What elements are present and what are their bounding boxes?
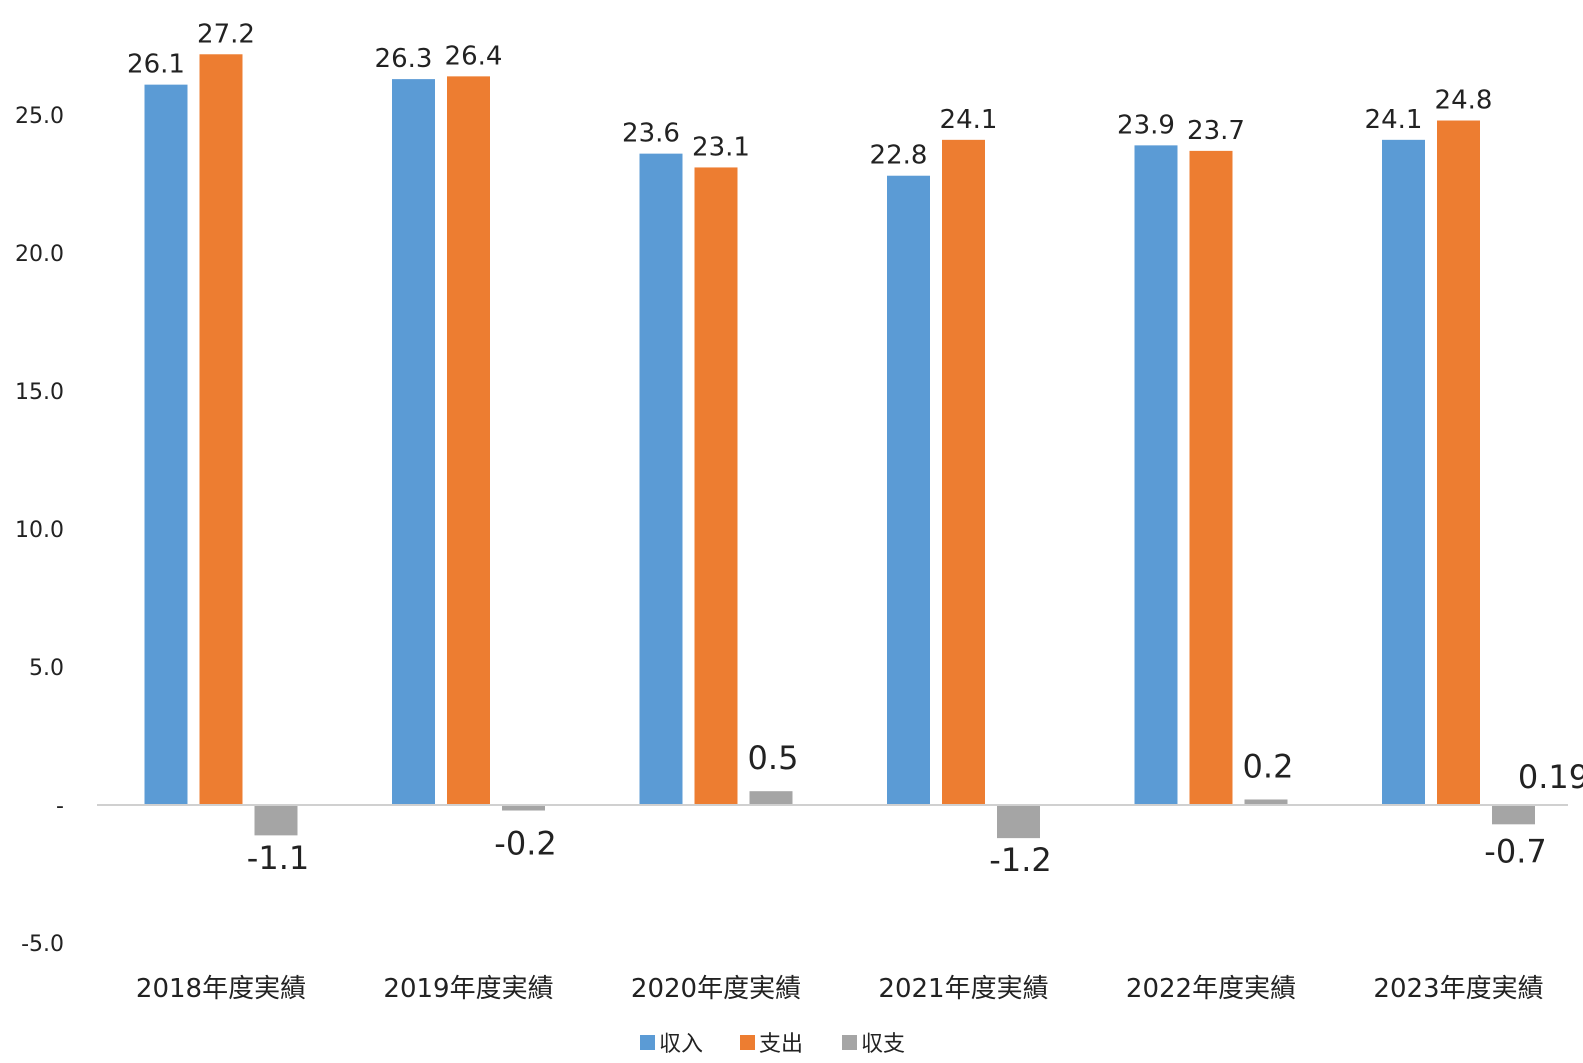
bar-income [639, 153, 683, 805]
legend-label: 収支 [861, 1032, 905, 1057]
bar-expense [942, 139, 985, 806]
y-tick-label: 20.0 [15, 242, 64, 267]
bar-balance [1492, 805, 1535, 825]
x-category-label: 2021年度実績 [878, 974, 1048, 1004]
data-label: -1.2 [989, 841, 1051, 879]
bar-income [392, 79, 435, 806]
category-labels: 2018年度実績 2019年度実績 2020年度実績 2021年度実績 2022年度実績… [136, 974, 1544, 1004]
data-label: 26.1 [127, 50, 185, 80]
data-label: 23.6 [622, 119, 680, 149]
bar-balance [749, 791, 793, 805]
data-label: 0.2 [1243, 747, 1294, 785]
bar-expense [694, 167, 738, 805]
y-tick-label: -5.0 [21, 932, 64, 957]
data-label: 23.9 [1117, 110, 1175, 140]
x-category-label: 2018年度実績 [136, 974, 306, 1004]
bar-balance [1244, 799, 1288, 805]
data-label: 24.1 [940, 105, 998, 135]
y-tick-label: 15.0 [15, 380, 64, 405]
legend-label: 収入 [659, 1032, 703, 1057]
data-label: 23.7 [1187, 116, 1245, 146]
data-label: 24.1 [1365, 105, 1423, 135]
bar-income [887, 175, 930, 806]
y-axis-ticks: -5.0-5.010.015.020.025.0 [15, 104, 64, 957]
bar-expense [199, 54, 243, 805]
bars [144, 54, 1535, 839]
data-label: 0.5 [748, 739, 799, 777]
data-label: -1.1 [247, 839, 309, 877]
legend-swatch [740, 1035, 755, 1050]
legend-swatch [640, 1035, 655, 1050]
x-category-label: 2019年度実績 [383, 974, 553, 1004]
data-label: -0.7 [1484, 833, 1546, 871]
data-label-extra: 0.19 [1518, 758, 1583, 796]
x-category-label: 2020年度実績 [631, 974, 801, 1004]
bar-income [1134, 145, 1178, 806]
data-label: 27.2 [197, 19, 255, 49]
data-label: 24.8 [1435, 86, 1493, 116]
bar-balance [997, 805, 1040, 839]
bar-expense [447, 76, 490, 806]
legend-label: 支出 [759, 1032, 803, 1057]
bar-income [144, 84, 188, 805]
x-category-label: 2023年度実績 [1373, 974, 1543, 1004]
data-label: -0.2 [494, 824, 556, 862]
bar-expense [1189, 150, 1233, 805]
x-category-label: 2022年度実績 [1126, 974, 1296, 1004]
y-tick-label: 5.0 [29, 656, 64, 681]
y-tick-label: 10.0 [15, 518, 64, 543]
data-label: 22.8 [870, 141, 928, 171]
data-label: 26.3 [375, 44, 433, 74]
data-label: 23.1 [692, 132, 750, 162]
legend: 収入 支出 収支 [640, 1032, 905, 1057]
data-label: 26.4 [445, 41, 503, 71]
bar-balance [502, 805, 545, 811]
bar-expense [1437, 120, 1480, 805]
legend-swatch [842, 1035, 857, 1050]
y-tick-label: - [56, 794, 64, 819]
data-labels: 26.1 27.2 -1.1 26.3 26.4 -0.2 23.6 23.1 0.5 22.8 2… [127, 19, 1583, 879]
bar-income [1382, 139, 1425, 806]
y-tick-label: 25.0 [15, 104, 64, 129]
bar-balance [254, 805, 298, 836]
